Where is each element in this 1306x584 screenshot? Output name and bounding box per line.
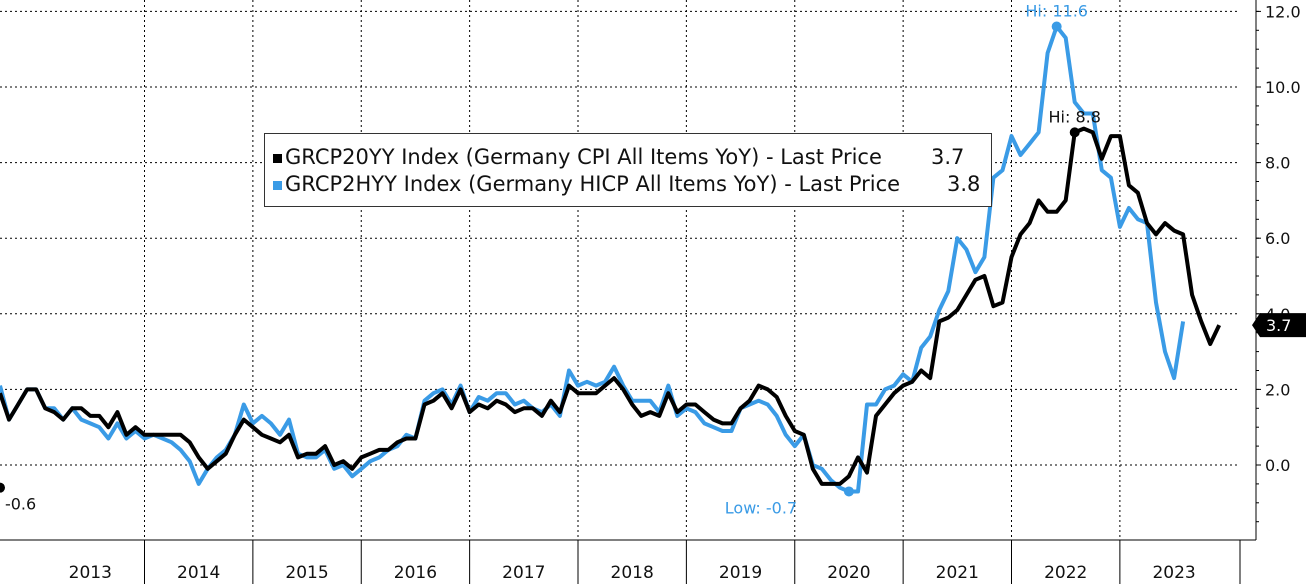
chart-annotations: Hi: 11.6 Hi: 8.8 Low: -0.7 Low: -0.6 3.7 <box>0 2 1306 517</box>
x-tick-label: 2023 <box>1152 563 1195 583</box>
chart-series-lines <box>0 24 1222 494</box>
y-tick-label: 10.0 <box>1265 78 1301 97</box>
y-tick-label: 12.0 <box>1265 2 1301 21</box>
annotation-label: Low: -0.7 <box>725 498 797 517</box>
x-tick-label: 2020 <box>827 563 870 583</box>
extreme-marker <box>843 486 854 497</box>
extreme-marker <box>0 482 5 493</box>
legend-swatch-blue <box>273 180 282 190</box>
x-tick-label: 2014 <box>177 563 220 583</box>
chart-legend: GRCP20YY Index (Germany CPI All Items Yo… <box>264 133 992 207</box>
x-tick-label: 2022 <box>1044 563 1087 583</box>
y-tick-label: 2.0 <box>1265 380 1290 399</box>
x-tick-label: 2018 <box>611 563 654 583</box>
y-tick-label: 8.0 <box>1265 154 1290 173</box>
last-price-tag <box>1252 313 1306 338</box>
x-tick-label: 2017 <box>502 563 545 583</box>
annotation-label: Hi: 8.8 <box>1049 107 1101 126</box>
series-line-1 <box>0 24 1186 494</box>
legend-value-hicp: 3.8 <box>947 172 981 196</box>
chart-grid <box>0 0 1240 540</box>
x-tick-label: 2013 <box>69 563 112 583</box>
annotation-label: Low: -0.6 <box>0 495 36 514</box>
y-tick-label: 0.0 <box>1265 456 1290 475</box>
legend-swatch-black <box>273 153 282 163</box>
x-tick-label: 2021 <box>936 563 979 583</box>
y-tick-label: 6.0 <box>1265 229 1290 248</box>
legend-label-cpi: GRCP20YY Index (Germany CPI All Items Yo… <box>285 145 882 169</box>
extreme-marker <box>1051 21 1062 32</box>
series-line-0 <box>0 126 1222 486</box>
annotation-label: Hi: 11.6 <box>1025 2 1088 21</box>
x-tick-label: 2016 <box>394 563 437 583</box>
x-tick-label: 2019 <box>719 563 762 583</box>
last-price-label: 3.7 <box>1266 316 1291 335</box>
extreme-marker <box>1069 127 1080 138</box>
legend-label-hicp: GRCP2HYY Index (Germany HICP All Items Y… <box>285 172 901 196</box>
legend-item-cpi: GRCP20YY Index (Germany CPI All Items Yo… <box>273 144 964 170</box>
x-tick-label: 2015 <box>285 563 328 583</box>
legend-value-cpi: 3.7 <box>931 145 965 169</box>
legend-item-hicp: GRCP2HYY Index (Germany HICP All Items Y… <box>273 171 980 197</box>
